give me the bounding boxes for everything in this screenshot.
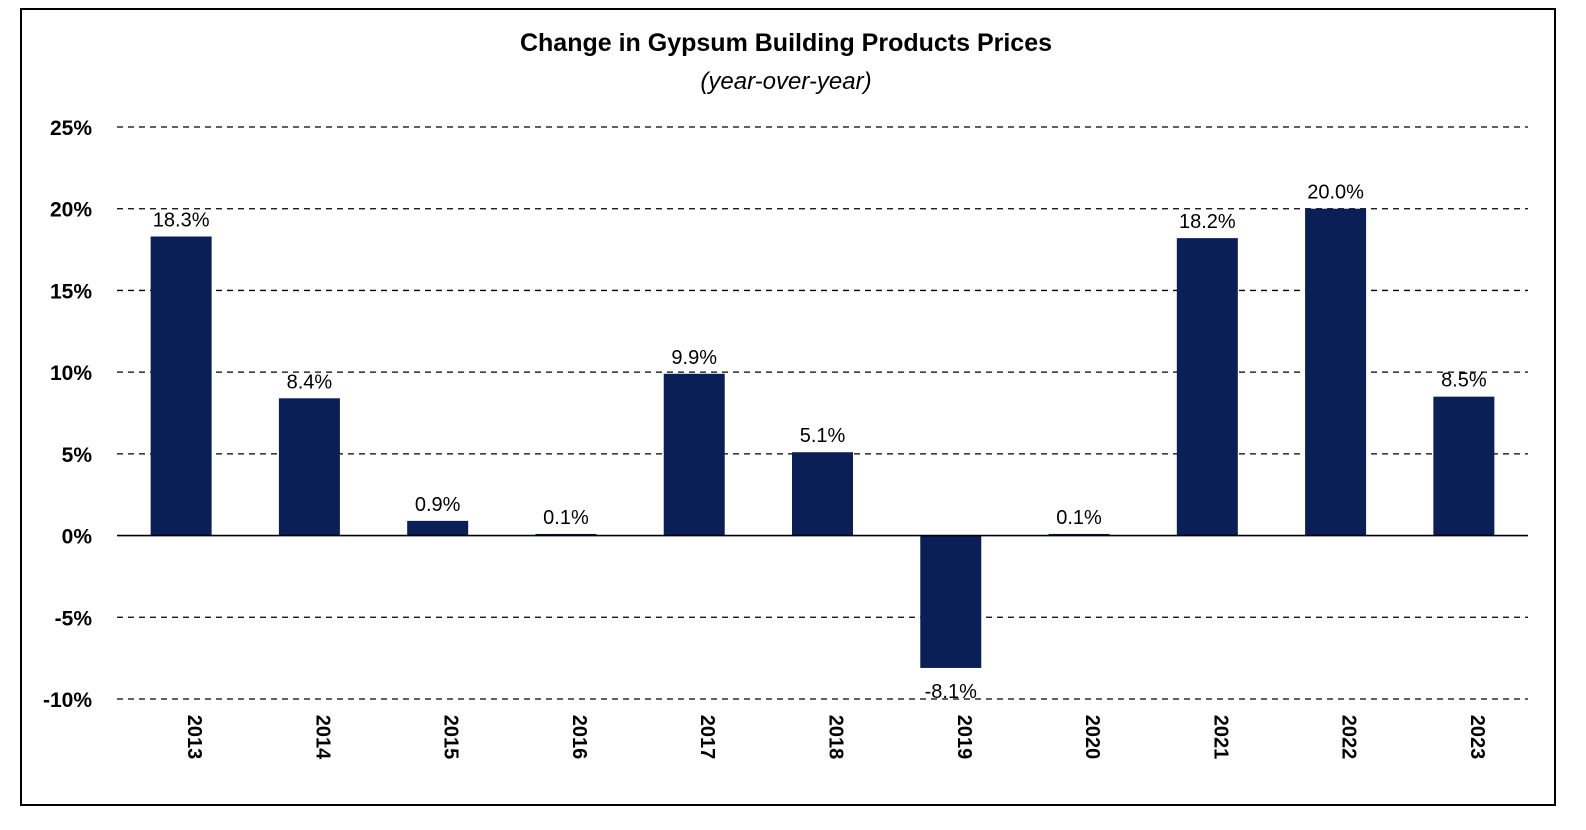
bar-2023	[1433, 396, 1495, 536]
bar-2016	[535, 533, 597, 536]
y-tick-label: -5%	[55, 607, 93, 630]
bar-2019	[920, 535, 982, 668]
y-tick-label: -10%	[43, 689, 92, 712]
bar-2021	[1176, 238, 1238, 536]
y-tick-label: 20%	[50, 199, 92, 222]
x-tick-label: 2014	[311, 715, 333, 760]
x-tick-label: 2022	[1338, 715, 1360, 760]
data-label-2014: 8.4%	[287, 371, 333, 393]
data-label-2017: 9.9%	[671, 347, 717, 369]
data-label-2021: 18.2%	[1179, 211, 1236, 233]
data-labels: 18.3% 8.4% 0.9% 0.1% 9.9% 5.1% -8.1% 0.1% 18.2% 2…	[153, 182, 1487, 703]
chart-frame	[20, 8, 1556, 806]
x-tick-label: 2015	[440, 715, 462, 760]
bar-2013	[150, 236, 212, 536]
chart-subtitle: (year-over-year)	[700, 68, 871, 95]
data-label-2019: -8.1%	[925, 681, 977, 703]
y-tick-label: 25%	[50, 117, 92, 140]
x-tick-label: 2013	[183, 715, 205, 760]
y-tick-label: 15%	[50, 280, 92, 303]
bar-2018	[792, 452, 853, 536]
data-label-2018: 5.1%	[800, 425, 846, 447]
x-tick-label: 2023	[1466, 715, 1488, 760]
bars	[150, 208, 1495, 668]
x-axis: 2013 2014 2015 2016 2017 2018 2019 2020 2021 2022…	[183, 715, 1488, 760]
x-tick-label: 2017	[696, 715, 718, 760]
data-label-2023: 8.5%	[1441, 370, 1487, 392]
x-tick-label: 2021	[1209, 715, 1231, 760]
y-tick-label: 10%	[50, 362, 92, 385]
y-tick-label: 5%	[62, 444, 93, 467]
bar-2015	[407, 520, 469, 536]
bar-2020	[1048, 533, 1110, 536]
data-label-2022: 20.0%	[1307, 182, 1364, 204]
x-tick-label: 2018	[825, 715, 847, 760]
chart-title: Change in Gypsum Building Products Price…	[520, 29, 1052, 57]
x-tick-label: 2019	[953, 715, 975, 760]
x-tick-label: 2016	[568, 715, 590, 760]
bar-2014	[278, 398, 340, 536]
y-tick-label: 0%	[62, 526, 93, 549]
data-label-2015: 0.9%	[415, 494, 461, 516]
data-label-2013: 18.3%	[153, 209, 210, 231]
y-axis: 25% 20% 15% 10% 5% 0% -5% -10%	[43, 117, 92, 712]
x-tick-label: 2020	[1081, 715, 1103, 760]
data-label-2020: 0.1%	[1056, 507, 1102, 529]
bar-2017	[663, 373, 725, 536]
data-label-2016: 0.1%	[543, 507, 589, 529]
bar-2022	[1305, 208, 1367, 536]
